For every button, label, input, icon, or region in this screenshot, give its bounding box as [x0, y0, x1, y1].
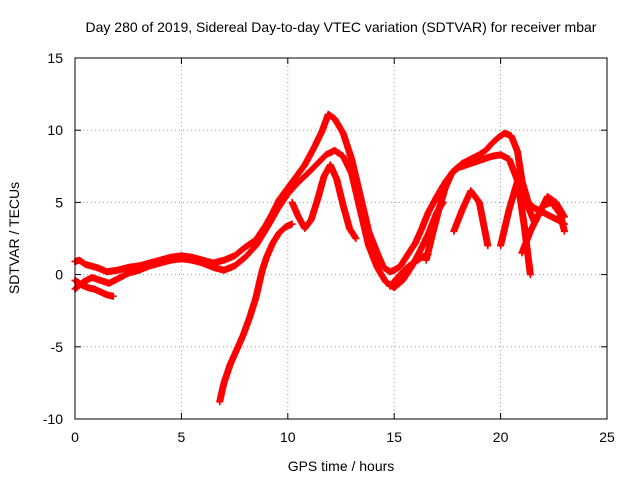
y-tick-label: 0 — [55, 267, 63, 283]
data-points — [288, 161, 360, 242]
y-tick-label: 5 — [55, 194, 63, 210]
x-axis-label: GPS time / hours — [288, 458, 395, 474]
grid — [75, 58, 607, 419]
ticks: 0 5 10 15 20 25 -10 -5 0 5 10 15 — [43, 50, 615, 445]
y-tick-label: -5 — [51, 339, 64, 355]
y-tick-label: 15 — [47, 50, 63, 66]
data-points — [518, 193, 568, 257]
data-points — [497, 177, 568, 250]
y-tick-label: 10 — [47, 122, 63, 138]
data-points — [216, 220, 296, 406]
data-points — [450, 187, 492, 250]
x-tick-label: 25 — [599, 429, 615, 445]
x-tick-label: 10 — [280, 429, 296, 445]
x-tick-label: 0 — [71, 429, 79, 445]
series-track-i — [497, 177, 568, 250]
series-track-h — [450, 187, 492, 250]
x-tick-label: 20 — [493, 429, 509, 445]
x-tick-label: 15 — [386, 429, 402, 445]
series-track-j — [518, 193, 568, 257]
series-track-e — [288, 161, 360, 242]
y-axis-label: SDTVAR / TECUs — [6, 182, 22, 294]
series-layer — [71, 110, 568, 406]
series-track-d — [216, 220, 296, 406]
plot-frame — [74, 57, 608, 420]
chart-title: Day 280 of 2019, Sidereal Day-to-day VTE… — [86, 19, 597, 35]
y-tick-label: -10 — [43, 411, 63, 427]
x-tick-label: 5 — [178, 429, 186, 445]
